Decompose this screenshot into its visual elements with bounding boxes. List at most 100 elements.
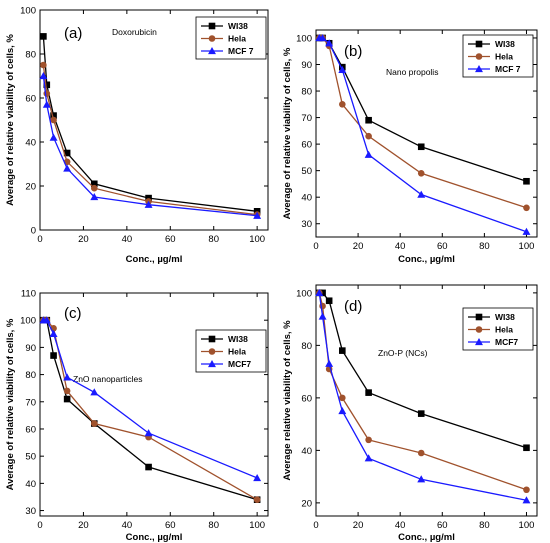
data-point-hela <box>90 420 98 427</box>
legend-label: WI38 <box>495 312 515 322</box>
x-tick-label: 0 <box>313 520 318 531</box>
x-tick-label: 100 <box>249 234 265 245</box>
series-line-hela <box>42 64 258 216</box>
y-tick-label: 60 <box>25 94 36 105</box>
data-point-hela <box>339 101 346 108</box>
legend-marker <box>475 65 483 73</box>
y-axis-label: Average of relative viability of cells, … <box>5 34 16 206</box>
data-point-mcf7 <box>417 190 426 198</box>
y-tick-label: 50 <box>301 166 312 177</box>
data-point-mcf7 <box>63 373 72 381</box>
data-point-mcf7 <box>417 475 426 483</box>
y-tick-label: 0 <box>31 226 36 237</box>
legend-marker <box>208 22 216 30</box>
x-tick-label: 0 <box>37 234 42 245</box>
data-point-mcf7 <box>325 359 334 367</box>
data-point-hela <box>365 132 372 140</box>
legend-marker <box>208 47 216 55</box>
plot-frame <box>39 292 269 517</box>
x-tick-label: 0 <box>37 520 42 531</box>
legend-label: Hela <box>228 347 246 357</box>
x-tick-label: 80 <box>479 241 490 252</box>
data-point-mcf7 <box>338 407 347 415</box>
data-point-wi38 <box>253 208 261 215</box>
data-point-wi38 <box>43 81 51 89</box>
legend-marker <box>208 348 216 355</box>
data-point-mcf7 <box>253 473 262 482</box>
data-point-hela <box>523 204 530 212</box>
x-tick-label: 20 <box>353 241 364 252</box>
data-point-wi38 <box>40 33 47 40</box>
y-tick-label: 100 <box>20 6 36 17</box>
data-point-mcf7 <box>325 39 334 47</box>
data-point-wi38 <box>50 112 57 119</box>
x-axis-label: Conc., µg/ml <box>398 254 455 265</box>
y-axis-label: Average of relative viability of cells, … <box>282 47 293 219</box>
legend-label: Hela <box>228 34 246 44</box>
data-point-mcf7 <box>522 496 531 504</box>
x-tick-label: 20 <box>78 520 89 531</box>
legend-label: WI38 <box>495 39 515 49</box>
panel-annotation: Nano propolis <box>386 67 438 77</box>
y-tick-label: 20 <box>301 498 312 509</box>
x-tick-label: 100 <box>249 520 265 531</box>
data-point-wi38 <box>325 297 333 305</box>
legend-label: WI38 <box>228 334 248 344</box>
x-axis-label: Conc., µg/ml <box>398 532 455 543</box>
x-tick-label: 60 <box>165 234 176 245</box>
y-tick-label: 80 <box>25 370 36 381</box>
y-tick-label: 100 <box>296 33 312 44</box>
series-line-wi38 <box>42 36 258 212</box>
y-tick-label: 90 <box>301 60 312 71</box>
data-point-mcf7 <box>318 312 327 320</box>
data-point-wi38 <box>523 444 530 452</box>
x-tick-label: 20 <box>353 520 364 531</box>
x-tick-label: 40 <box>395 241 406 252</box>
data-point-mcf7 <box>42 100 51 108</box>
data-point-wi38 <box>417 410 425 417</box>
plot-frame <box>39 9 269 231</box>
data-point-mcf7 <box>42 316 51 324</box>
x-axis-label: Conc., µg/ml <box>126 532 183 543</box>
panel-letter: (c) <box>64 305 82 322</box>
legend-marker <box>475 326 483 333</box>
legend-marker <box>208 335 216 343</box>
legend-marker <box>208 35 216 42</box>
y-tick-label: 80 <box>25 50 36 61</box>
data-point-wi38 <box>523 177 530 185</box>
x-tick-label: 100 <box>519 520 535 531</box>
y-tick-label: 40 <box>25 479 36 490</box>
y-tick-label: 60 <box>301 140 312 151</box>
data-point-wi38 <box>50 352 57 359</box>
chart-panel-3: 0 20 40 60 80 100 30 40 50 60 70 80 90 100 110 Conc., µ… <box>5 289 269 543</box>
y-tick-label: 30 <box>25 506 36 517</box>
series-line-mcf7 <box>42 75 258 217</box>
plot-frame <box>315 29 538 238</box>
data-point-mcf7 <box>63 164 72 172</box>
y-tick-label: 40 <box>25 138 36 149</box>
y-tick-label: 100 <box>20 316 36 327</box>
y-tick-label: 70 <box>25 397 36 408</box>
data-point-hela <box>90 184 98 192</box>
y-tick-label: 80 <box>301 341 312 352</box>
data-point-mcf7 <box>144 200 153 208</box>
y-axis-label: Average relative viability of cells, % <box>282 320 293 481</box>
data-point-mcf7 <box>144 429 153 437</box>
x-tick-label: 60 <box>437 241 448 252</box>
y-tick-label: 110 <box>21 289 36 300</box>
legend-label: Hela <box>495 52 513 62</box>
x-tick-label: 80 <box>208 520 219 531</box>
y-tick-label: 60 <box>301 393 312 404</box>
panel-annotation: ZnO nanoparticles <box>73 374 142 384</box>
data-point-mcf7 <box>90 193 99 201</box>
legend-marker <box>475 338 483 346</box>
data-point-wi38 <box>63 149 71 157</box>
data-point-hela <box>417 170 425 177</box>
legend-label: MCF7 <box>228 359 251 369</box>
x-tick-label: 80 <box>208 234 219 245</box>
data-point-hela <box>253 496 261 503</box>
y-axis-label: Average of relative viability of cells, … <box>5 318 16 490</box>
y-tick-label: 80 <box>301 87 312 98</box>
data-point-wi38 <box>417 143 425 151</box>
x-tick-label: 60 <box>165 520 176 531</box>
